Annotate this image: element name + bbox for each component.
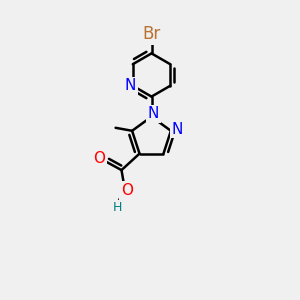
Text: N: N — [125, 78, 136, 93]
Text: Br: Br — [142, 25, 160, 43]
Text: O: O — [94, 151, 106, 166]
Text: O: O — [121, 183, 133, 198]
Text: N: N — [171, 122, 183, 137]
Text: H: H — [112, 201, 122, 214]
Text: N: N — [148, 106, 159, 121]
